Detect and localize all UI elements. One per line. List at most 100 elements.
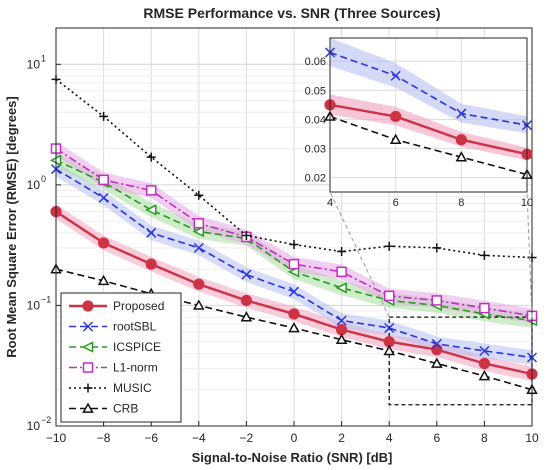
inset-y-tick-label: 0.04: [305, 114, 326, 126]
inset-y-tick-label: 0.05: [305, 85, 326, 97]
y-axis-label: Root Mean Square Error (RMSE) [degrees]: [4, 96, 19, 358]
data-point-proposed: [97, 237, 110, 249]
confidence-band-rootsbl: [56, 161, 532, 365]
x-axis-label: Signal-to-Noise Ratio (SNR) [dB]: [192, 450, 393, 465]
data-point-rootsbl: [146, 227, 157, 238]
inset-line-proposed: [329, 103, 528, 156]
data-point-crb: [335, 333, 348, 345]
data-point-l1-norm: [98, 174, 109, 186]
data-point-icspice: [192, 225, 205, 238]
legend-label: CRB: [113, 402, 138, 416]
legend-label: L1-norm: [113, 361, 158, 375]
legend-marker: [82, 362, 94, 373]
data-point-rootsbl: [98, 192, 109, 203]
data-point-l1-norm: [288, 258, 300, 270]
data-point-rootsbl: [384, 322, 395, 334]
data-point-crb: [240, 311, 253, 322]
data-point-icspice: [145, 204, 157, 216]
x-tick-label: −10: [46, 431, 67, 445]
inset-x-tick-label: 8: [458, 197, 464, 209]
inset-series-proposed: [324, 99, 533, 160]
legend-entry-l1-norm: L1-norm: [69, 361, 158, 375]
data-point-rootsbl: [288, 286, 300, 297]
legend-label: rootSBL: [113, 320, 157, 334]
inset-point-rootsbl: [456, 108, 467, 119]
data-point-l1-norm: [383, 290, 395, 302]
x-tick-label: −2: [240, 431, 254, 445]
data-point-proposed: [478, 357, 490, 370]
data-point-crb: [383, 344, 395, 356]
data-point-l1-norm: [336, 266, 347, 278]
inset-x-tick-label: 10: [521, 197, 533, 209]
y-tick-label: 10: [27, 57, 41, 71]
series-music: [51, 74, 537, 262]
y-tick-label: 10: [27, 419, 41, 433]
data-point-proposed: [431, 344, 443, 356]
legend: Proposed rootSBL ICSPICE L1-norm MUSIC CRB: [60, 292, 182, 423]
zoom-connector: [329, 191, 390, 318]
data-point-crb: [288, 321, 300, 333]
data-point-proposed: [288, 308, 300, 320]
legend-label: Proposed: [113, 299, 164, 313]
series-rootsbl: [50, 164, 538, 363]
inset-series-crb: [324, 110, 533, 179]
inset-line-crb: [329, 115, 528, 176]
data-point-rootsbl: [193, 242, 204, 253]
y-tick-exponent: 1: [41, 53, 46, 63]
data-point-music: [99, 111, 109, 121]
x-tick-label: 4: [386, 431, 393, 445]
legend-box: [60, 292, 182, 423]
legend-entry-crb: CRB: [69, 402, 138, 416]
legend-entry-rootsbl: rootSBL: [69, 320, 157, 334]
data-point-crb: [431, 357, 443, 368]
data-point-l1-norm: [193, 218, 205, 229]
x-tick-label: −4: [192, 431, 206, 445]
data-point-music: [479, 250, 489, 260]
legend-entry-icspice: ICSPICE: [69, 340, 161, 354]
data-point-music: [146, 152, 156, 162]
data-point-music: [384, 241, 394, 251]
x-tick-label: 2: [338, 431, 345, 445]
inset-frame: [329, 37, 528, 193]
legend-marker: [83, 383, 93, 393]
legend-label: MUSIC: [113, 381, 152, 395]
data-point-icspice: [287, 266, 300, 278]
y-tick-exponent: 0: [41, 174, 46, 184]
inset-line-rootsbl: [329, 51, 528, 126]
inset-x-tick-label: 6: [393, 197, 399, 209]
legend-label: ICSPICE: [113, 340, 161, 354]
inset-y-tick-label: 0.02: [305, 172, 326, 184]
x-tick-label: −6: [144, 431, 158, 445]
data-point-rootsbl: [336, 315, 347, 326]
data-point-crb: [478, 369, 491, 381]
series-proposed: [50, 206, 538, 380]
data-point-l1-norm: [145, 185, 157, 196]
data-point-l1-norm: [479, 302, 490, 314]
x-tick-label: 0: [291, 431, 298, 445]
legend-entry-proposed: Proposed: [69, 299, 164, 313]
data-point-crb: [193, 299, 205, 310]
inset-band-rootsbl: [330, 37, 527, 134]
inset-plot-area: 4 6 8 10 0.02 0.03 0.04 0.05 0.06: [305, 37, 533, 318]
data-point-music: [337, 247, 347, 257]
x-tick-label: 8: [481, 431, 488, 445]
data-point-proposed: [193, 278, 205, 290]
legend-marker: [82, 321, 94, 332]
data-point-rootsbl: [241, 269, 252, 280]
inset-point-proposed: [455, 134, 467, 146]
data-point-music: [289, 240, 299, 250]
zoom-region-box: [388, 316, 533, 406]
legend-entry-music: MUSIC: [69, 381, 152, 395]
legend-marker: [82, 300, 94, 312]
x-tick-label: 10: [525, 431, 539, 445]
data-point-music: [241, 231, 251, 241]
y-tick-exponent: −1: [41, 294, 51, 304]
inset-y-tick-label: 0.03: [305, 143, 326, 155]
inset-point-proposed: [390, 110, 402, 123]
data-point-proposed: [240, 294, 252, 307]
chart-title: RMSE Performance vs. SNR (Three Sources): [143, 5, 440, 21]
x-tick-label: −8: [97, 431, 111, 445]
data-point-rootsbl: [479, 345, 490, 356]
data-point-crb: [97, 274, 110, 286]
